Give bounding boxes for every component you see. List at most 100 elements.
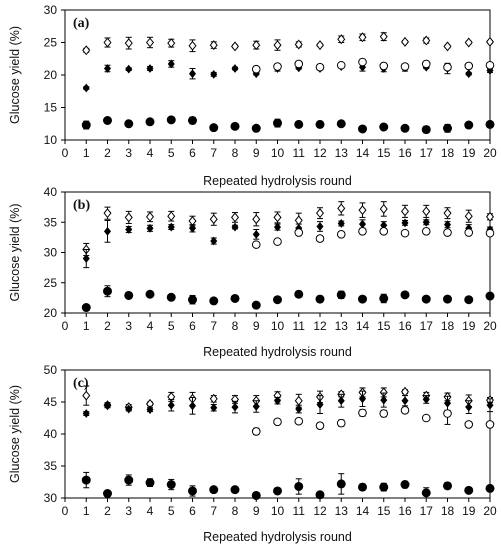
data-point (443, 294, 452, 304)
data-point (422, 35, 431, 46)
data-point (210, 403, 218, 413)
y-tick-label: 20 (44, 68, 58, 82)
x-tick-label: 11 (293, 146, 306, 160)
data-point (167, 211, 176, 222)
x-tick-label: 9 (253, 146, 260, 160)
data-point (443, 208, 452, 219)
data-point (421, 294, 431, 304)
data-point (251, 123, 261, 133)
x-tick-label: 1 (83, 504, 90, 518)
y-tick-label: 15 (44, 101, 58, 115)
series-diamond-filled (82, 59, 494, 93)
panel-label: (c) (73, 376, 89, 391)
x-tick-label: 6 (189, 319, 196, 333)
x-tick-label: 19 (462, 146, 476, 160)
data-point (124, 119, 134, 129)
x-tick-label: 18 (441, 504, 455, 518)
data-point (145, 211, 155, 222)
data-point (251, 64, 261, 74)
data-point (167, 222, 175, 232)
data-point (379, 227, 389, 236)
x-tick-label: 13 (335, 319, 349, 333)
x-axis-label: Repeated hydrolysis round (203, 174, 352, 188)
data-point (124, 475, 134, 485)
data-point (401, 396, 409, 406)
x-tick-label: 4 (147, 504, 154, 518)
data-point (252, 214, 261, 225)
x-tick-label: 11 (293, 319, 306, 333)
data-point (251, 427, 261, 436)
data-point (166, 292, 176, 302)
y-axis-label: Glucose yield (%) (8, 26, 22, 124)
y-tick-label: 30 (44, 246, 58, 260)
x-tick-label: 3 (125, 319, 132, 333)
data-point (400, 480, 410, 490)
data-point (209, 123, 219, 133)
data-point (422, 206, 431, 217)
series-circle-open (251, 57, 495, 74)
x-tick-label: 14 (356, 146, 370, 160)
data-point (485, 483, 495, 493)
data-point (443, 481, 452, 491)
data-point (103, 489, 112, 499)
data-point (103, 37, 112, 48)
x-tick-label: 1 (83, 146, 90, 160)
data-point (273, 486, 282, 496)
data-point (464, 295, 474, 305)
data-point (82, 45, 91, 56)
x-tick-label: 5 (168, 504, 175, 518)
data-point (465, 402, 473, 412)
data-point (81, 303, 91, 313)
data-point (230, 293, 240, 303)
data-point (337, 396, 345, 406)
data-point (252, 40, 261, 51)
data-point (103, 116, 112, 125)
data-point (125, 404, 133, 414)
x-tick-label: 16 (398, 146, 412, 160)
data-point (485, 211, 495, 222)
data-point (443, 220, 452, 230)
data-point (210, 236, 218, 246)
y-tick-label: 35 (44, 459, 58, 473)
series-diamond-filled (82, 217, 494, 269)
x-axis-label: Repeated hydrolysis round (203, 530, 352, 544)
y-tick-label: 25 (44, 36, 58, 50)
data-point (273, 237, 282, 246)
data-point (166, 480, 176, 490)
data-point (231, 64, 239, 73)
data-point (251, 300, 261, 310)
x-tick-label: 8 (232, 319, 239, 333)
data-point (124, 290, 134, 300)
x-axis-label: Repeated hydrolysis round (203, 345, 352, 359)
data-point (358, 205, 367, 216)
data-point (82, 390, 91, 401)
data-point (230, 212, 240, 223)
data-point (230, 121, 240, 131)
series-circle-filled (81, 285, 495, 313)
data-point (230, 41, 240, 52)
data-point (294, 119, 304, 129)
series-circle-filled (81, 115, 495, 135)
data-point (358, 482, 367, 492)
series-circle-open (251, 402, 495, 436)
data-point (273, 295, 282, 305)
x-tick-label: 12 (313, 504, 327, 518)
x-tick-label: 3 (125, 146, 132, 160)
data-point (485, 119, 495, 129)
data-point (315, 62, 325, 72)
y-tick-label: 30 (44, 491, 58, 505)
x-tick-label: 14 (356, 319, 370, 333)
data-point (251, 490, 261, 500)
data-point (294, 228, 304, 237)
x-tick-label: 15 (377, 319, 391, 333)
data-point (125, 225, 133, 234)
data-point (294, 289, 304, 299)
y-tick-label: 40 (44, 185, 58, 199)
data-point (379, 482, 389, 492)
data-point (337, 34, 346, 45)
data-point (295, 404, 303, 414)
data-point (316, 222, 324, 231)
data-point (421, 227, 431, 236)
data-point (315, 490, 325, 500)
x-tick-label: 12 (313, 146, 327, 160)
